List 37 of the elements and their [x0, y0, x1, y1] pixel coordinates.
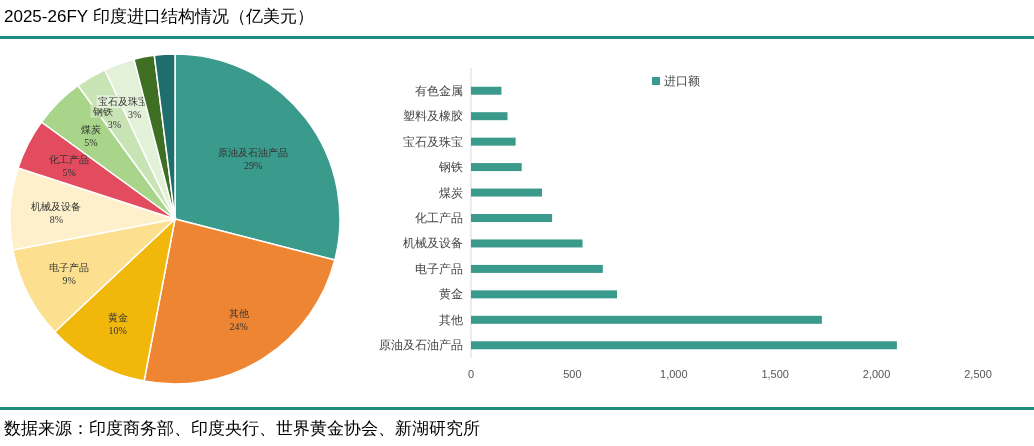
slice-label: 原油及石油产品 [218, 147, 289, 159]
x-tick-label: 2,000 [862, 368, 891, 380]
data-label: 10% [108, 325, 127, 337]
data-label: 8% [49, 213, 64, 225]
slice-label: 机械及设备 [31, 200, 82, 212]
slice-label: 化工产品 [49, 154, 90, 166]
slice-label: 钢铁 [91, 105, 113, 117]
x-tick-label: 0 [467, 368, 475, 380]
data-label: 5% [62, 167, 76, 179]
legend-label: 进口额 [664, 74, 700, 88]
y-tick-label: 电子产品 [415, 261, 463, 276]
slice-label: 电子产品 [49, 261, 90, 273]
slice-label: 黄金 [107, 312, 128, 324]
x-tick-label: 1,000 [660, 368, 688, 380]
y-tick-label: 宝石及珠宝 [403, 134, 463, 149]
data-label: 29% [244, 160, 263, 172]
data-label: 9% [62, 274, 76, 286]
data-label: 3% [128, 109, 142, 121]
y-tick-label: 有色金属 [415, 83, 463, 98]
y-tick-label: 煤炭 [439, 185, 463, 200]
data-label: 5% [84, 137, 98, 148]
chart-title: 2025-26FY 印度进口结构情况（亿美元） [4, 7, 314, 26]
y-tick-label: 塑料及橡胶 [403, 109, 463, 124]
x-tick-label: 1,500 [761, 368, 789, 380]
y-tick-label: 其他 [439, 312, 463, 327]
data-label: 24% [229, 321, 248, 333]
data-label: 3% [107, 118, 122, 130]
slice-label: 煤炭 [81, 124, 101, 135]
y-tick-label: 黄金 [439, 287, 463, 302]
y-tick-label: 原油及石油产品 [379, 338, 463, 353]
source-note: 数据来源：印度商务部、印度央行、世界黄金协会、新湖研究所 [4, 419, 480, 438]
x-tick-label: 500 [563, 368, 582, 380]
y-tick-label: 机械及设备 [403, 236, 463, 251]
y-tick-label: 钢铁 [438, 160, 463, 175]
y-tick-label: 化工产品 [415, 211, 463, 225]
x-tick-label: 2,500 [964, 368, 992, 380]
slice-label: 其他 [228, 308, 249, 320]
